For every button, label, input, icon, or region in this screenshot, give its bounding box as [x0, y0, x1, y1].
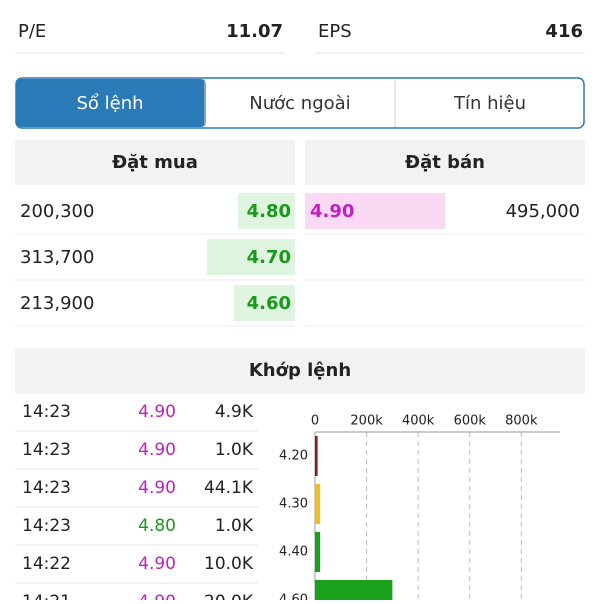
trade-volume: 44.1K: [204, 478, 254, 498]
trade-volume: 1.0K: [215, 516, 254, 536]
buy-volume: 313,700: [20, 247, 94, 268]
buy-price: 4.70: [247, 247, 291, 268]
price-bg: [234, 285, 295, 321]
sell-title: Đặt bán: [405, 152, 485, 173]
trade-time: 14:23: [22, 516, 71, 536]
y-tick-label: 4.40: [279, 545, 308, 560]
trade-price: 4.90: [138, 592, 176, 600]
x-tick-label: 600k: [454, 414, 487, 429]
trade-time: 14:21: [22, 592, 71, 600]
bar: [315, 532, 321, 572]
y-tick-label: 4.60: [279, 593, 308, 601]
trade-price: 4.90: [138, 402, 176, 422]
tab-bar: Sổ lệnh Nước ngoài Tín hiệu: [15, 77, 585, 129]
y-tick-label: 4.30: [279, 497, 308, 512]
stat-value: 11.07: [226, 21, 283, 42]
bar: [315, 580, 393, 604]
tab-active-bg: [16, 79, 206, 127]
order-book: 200,300 4.80 313,700 4.70 213,900 4.60 4.90 495…: [15, 193, 585, 327]
tab[interactable]: Nước ngoài: [249, 93, 350, 114]
buy-title: Đặt mua: [112, 152, 198, 173]
trade-time: 14:23: [22, 440, 71, 460]
trade-time: 14:23: [22, 402, 71, 422]
trade-price: 4.90: [138, 478, 176, 498]
price-bg: [207, 239, 295, 275]
x-tick-label: 0: [311, 414, 319, 429]
y-tick-label: 4.20: [279, 449, 308, 464]
stat-value: 416: [545, 21, 583, 42]
trade-price: 4.90: [138, 440, 176, 460]
sell-price: 4.90: [310, 201, 354, 222]
header-bg: [305, 140, 585, 185]
price-bg: [238, 193, 295, 229]
trade-time: 14:22: [22, 554, 71, 574]
trade-volume: 4.9K: [215, 402, 254, 422]
price-bg: [305, 193, 445, 229]
volume-chart: 0 200k 400k 600k 800k 4.20 4.30 4.40 4.60: [279, 414, 560, 604]
tab[interactable]: Tín hiệu: [453, 93, 526, 114]
x-tick-label: 400k: [402, 414, 435, 429]
trade-list: 14:23 4.90 4.9K 14:23 4.90 1.0K 14:23 4.90 44.1K…: [15, 402, 258, 604]
trade-price: 4.90: [138, 554, 176, 574]
buy-price: 4.60: [247, 293, 291, 314]
bar: [315, 436, 318, 476]
header-bg: [15, 140, 295, 185]
x-tick-label: 200k: [350, 414, 383, 429]
buy-volume: 213,900: [20, 293, 94, 314]
tab[interactable]: Sổ lệnh: [76, 93, 143, 114]
buy-price: 4.80: [247, 201, 291, 222]
matches-title: Khớp lệnh: [249, 360, 351, 381]
header-bg: [15, 348, 585, 394]
stat-label: EPS: [318, 21, 352, 42]
trade-price: 4.80: [138, 516, 176, 536]
bar: [315, 484, 321, 524]
trade-volume: 10.0K: [204, 554, 254, 574]
trade-time: 14:23: [22, 478, 71, 498]
sell-volume: 495,000: [506, 201, 580, 222]
trade-volume: 20.0K: [204, 592, 254, 600]
x-tick-label: 800k: [505, 414, 538, 429]
buy-volume: 200,300: [20, 201, 94, 222]
trade-volume: 1.0K: [215, 440, 254, 460]
stat-label: P/E: [18, 21, 46, 42]
